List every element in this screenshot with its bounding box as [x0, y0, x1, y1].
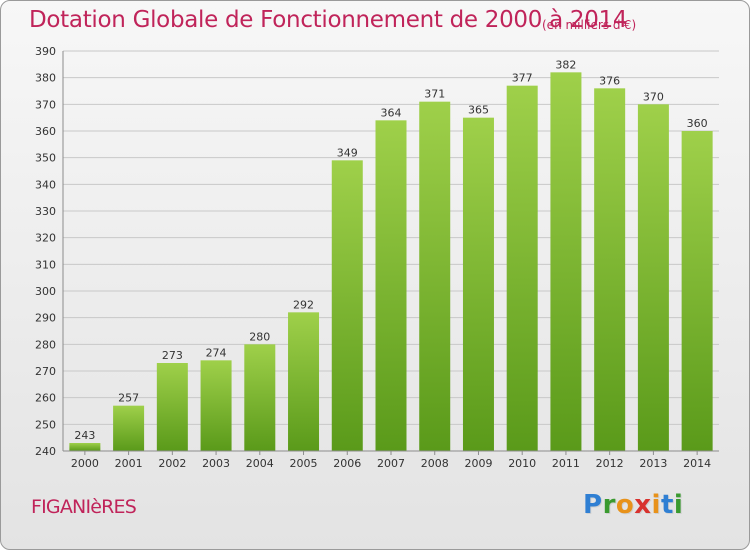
- data-label: 371: [424, 88, 445, 101]
- logo-letter: i: [673, 490, 684, 520]
- axes: 240 250 260 270 280 290 300 310 320 330 340 350 360 3…: [35, 45, 719, 470]
- data-label: 377: [512, 72, 533, 85]
- data-label: 376: [599, 74, 620, 87]
- y-tick-label: 260: [35, 392, 56, 405]
- y-tick-label: 310: [35, 258, 56, 271]
- data-label: 349: [337, 146, 358, 159]
- y-tick-label: 370: [35, 98, 56, 111]
- y-tick-label: 340: [35, 178, 56, 191]
- logo-letter: r: [602, 490, 616, 520]
- x-tick-label: 2002: [158, 457, 186, 470]
- bar: [244, 344, 276, 451]
- bar: [375, 120, 407, 451]
- logo-letter: t: [660, 490, 674, 520]
- data-label: 370: [643, 90, 664, 103]
- data-label: 382: [555, 58, 576, 71]
- data-label: 257: [118, 392, 139, 405]
- x-tick-label: 2010: [508, 457, 536, 470]
- x-tick-label: 2008: [421, 457, 449, 470]
- bar: [506, 85, 538, 452]
- data-label: 273: [162, 349, 183, 362]
- bar: [637, 104, 669, 451]
- data-label: 364: [381, 106, 402, 119]
- commune-name: FIGANIèRES: [31, 496, 137, 518]
- data-label: 243: [74, 429, 95, 442]
- bar: [156, 363, 188, 451]
- proxiti-logo: Proxiti: [583, 490, 683, 520]
- bar: [331, 160, 363, 452]
- x-tick-label: 2012: [596, 457, 624, 470]
- data-labels: 243 257 273 274 280 292 349 364 371 365 377 382 376 3…: [74, 58, 707, 442]
- data-label: 280: [249, 330, 270, 343]
- x-tick-label: 2005: [290, 457, 318, 470]
- bar: [113, 405, 145, 451]
- chart-unit: (en milliers d'€): [542, 18, 637, 32]
- y-tick-label: 240: [35, 445, 56, 458]
- y-tick-label: 270: [35, 365, 56, 378]
- data-label: 365: [468, 104, 489, 117]
- bars: [69, 72, 713, 452]
- logo-letter: i: [651, 490, 661, 520]
- x-tick-label: 2007: [377, 457, 405, 470]
- data-label: 292: [293, 298, 314, 311]
- data-label: 360: [687, 117, 708, 130]
- x-tick-label: 2003: [202, 457, 230, 470]
- bar: [550, 72, 582, 451]
- x-tick-label: 2000: [71, 457, 99, 470]
- chart-title: Dotation Globale de Fonctionnement de 20…: [29, 7, 628, 33]
- bar: [200, 360, 232, 451]
- bar: [462, 117, 494, 452]
- x-tick-label: 2009: [464, 457, 492, 470]
- y-tick-label: 390: [35, 45, 56, 58]
- y-tick-label: 320: [35, 232, 56, 245]
- bar: [594, 88, 626, 451]
- y-tick-label: 380: [35, 72, 56, 85]
- y-tick-label: 290: [35, 312, 56, 325]
- y-tick-label: 250: [35, 418, 56, 431]
- x-tick-label: 2001: [115, 457, 143, 470]
- bar: [419, 101, 451, 452]
- x-tick-label: 2006: [333, 457, 361, 470]
- y-tick-label: 350: [35, 152, 56, 165]
- logo-letter: P: [583, 490, 603, 520]
- bar: [288, 312, 320, 451]
- y-tick-label: 280: [35, 338, 56, 351]
- y-tick-label: 300: [35, 285, 56, 298]
- y-tick-label: 330: [35, 205, 56, 218]
- y-tick-label: 360: [35, 125, 56, 138]
- bar: [69, 443, 101, 451]
- logo-letter: x: [634, 490, 652, 520]
- logo-letter: o: [615, 490, 635, 520]
- x-tick-label: 2013: [639, 457, 667, 470]
- data-label: 274: [206, 346, 227, 359]
- x-tick-label: 2011: [552, 457, 580, 470]
- bar: [681, 131, 713, 451]
- x-tick-label: 2014: [683, 457, 711, 470]
- x-tick-label: 2004: [246, 457, 274, 470]
